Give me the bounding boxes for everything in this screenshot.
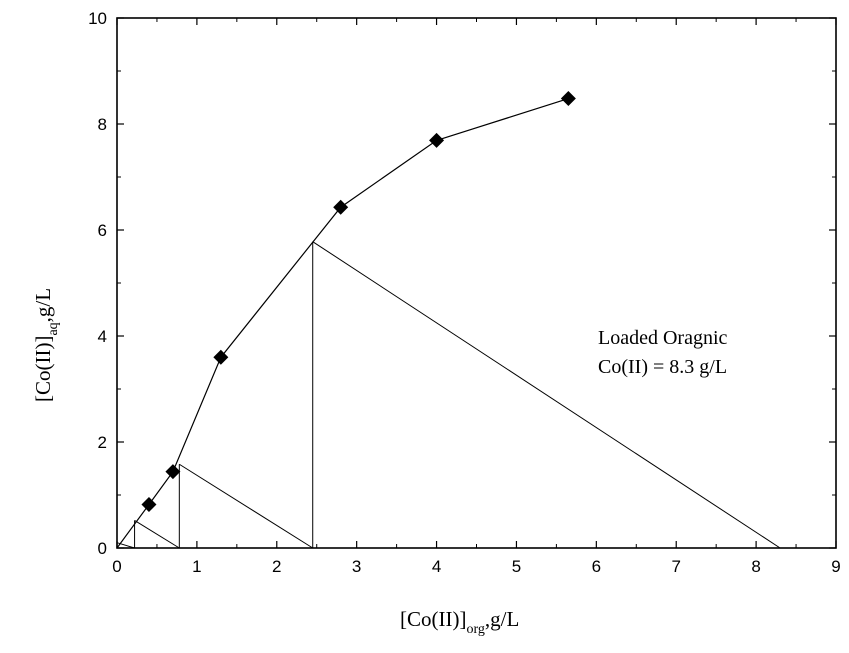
x-tick-label: 7	[671, 557, 680, 576]
y-tick-label: 4	[98, 327, 107, 346]
plot-border	[116, 17, 837, 549]
data-point	[213, 349, 229, 365]
x-tick-label: 9	[831, 557, 840, 576]
annotation-line-1: Loaded Oragnic	[598, 327, 728, 349]
y-axis-title-main: [Co(II)]	[31, 336, 55, 402]
plot-frame	[116, 17, 837, 549]
x-axis-title-main: [Co(II)]	[400, 607, 466, 631]
y-tick-label: 6	[98, 221, 107, 240]
operating-line	[312, 241, 781, 549]
y-axis-title-unit: ,g/L	[31, 288, 55, 322]
annotation-line-2: Co(II) = 8.3 g/L	[598, 356, 727, 378]
y-axis-ticks: 0 2 4 6 8 10	[88, 9, 836, 558]
y-tick-label: 2	[98, 433, 107, 452]
y-tick-label: 8	[98, 115, 107, 134]
y-tick-label: 10	[88, 9, 107, 28]
equilibrium-curve	[116, 98, 569, 549]
equilibrium-curve-line	[116, 98, 569, 549]
x-tick-label: 8	[751, 557, 760, 576]
stage-construction-lines	[116, 241, 781, 549]
x-tick-label: 3	[352, 557, 361, 576]
x-tick-label: 6	[592, 557, 601, 576]
y-tick-label: 0	[98, 539, 107, 558]
data-point	[333, 199, 349, 215]
data-point	[141, 497, 157, 513]
x-axis-title: [Co(II)]org,g/L	[400, 607, 519, 637]
x-tick-label: 2	[272, 557, 281, 576]
data-point	[560, 91, 576, 107]
x-tick-label: 5	[512, 557, 521, 576]
data-point	[165, 464, 181, 480]
x-axis-title-sub: org	[466, 622, 484, 637]
stage-line	[179, 463, 313, 549]
data-markers	[141, 91, 576, 513]
y-axis-title: [Co(II)]aq,g/L	[31, 288, 61, 402]
x-tick-label: 1	[192, 557, 201, 576]
stage-line	[134, 520, 180, 549]
y-axis-title-sub: aq	[46, 322, 61, 335]
data-point	[429, 132, 445, 148]
x-tick-label: 0	[112, 557, 121, 576]
x-axis-title-unit: ,g/L	[485, 607, 519, 631]
x-tick-label: 4	[432, 557, 441, 576]
x-axis-ticks: 0 1 2 3 4 5 6 7 8 9	[112, 18, 841, 576]
